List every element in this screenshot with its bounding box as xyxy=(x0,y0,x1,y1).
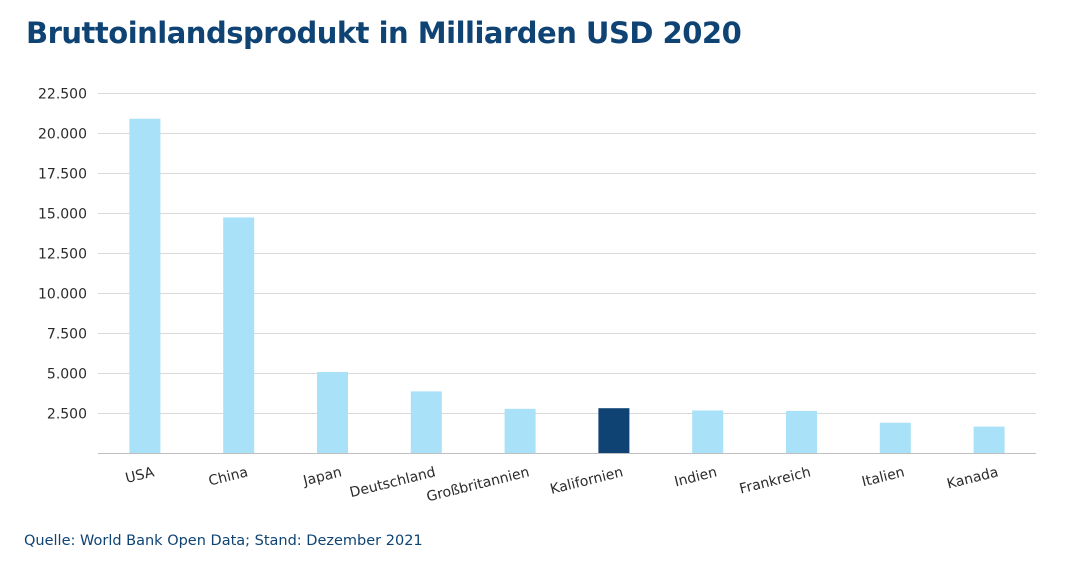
gridlines xyxy=(98,93,1036,414)
x-tick-label: Italien xyxy=(860,464,906,490)
x-tick-label: Kalifornien xyxy=(549,464,625,498)
bar xyxy=(692,410,724,453)
x-tick-label: Frankreich xyxy=(738,464,813,497)
x-tick-label: Japan xyxy=(301,464,344,489)
bars xyxy=(129,118,1005,453)
source-note: Quelle: World Bank Open Data; Stand: Dez… xyxy=(24,533,423,549)
y-tick-label: 20.000 xyxy=(38,127,87,143)
bar xyxy=(973,426,1005,453)
y-tick-label: 15.000 xyxy=(38,207,87,223)
x-tick-label: Indien xyxy=(673,464,719,490)
x-tick-label: Großbritannien xyxy=(425,464,531,505)
bar xyxy=(223,217,255,453)
x-tick-label: Deutschland xyxy=(348,464,437,501)
y-tick-label: 2.500 xyxy=(47,407,87,423)
x-tick-label: Kanada xyxy=(945,464,1000,492)
y-tick-label: 22.500 xyxy=(38,87,87,103)
y-axis-ticks: 2.500 5.000 7.500 10.000 12.500 15.000 17.500 2… xyxy=(38,87,87,423)
x-tick-label: USA xyxy=(124,464,156,487)
bar xyxy=(598,408,630,453)
y-tick-label: 12.500 xyxy=(38,247,87,263)
bar xyxy=(879,422,911,453)
bar xyxy=(504,408,536,453)
y-tick-label: 7.500 xyxy=(47,327,87,343)
y-tick-label: 17.500 xyxy=(38,167,87,183)
y-tick-label: 10.000 xyxy=(38,287,87,303)
bar xyxy=(410,391,442,453)
y-tick-label: 5.000 xyxy=(47,367,87,383)
chart-title: Bruttoinlandsprodukt in Milliarden USD 2… xyxy=(26,16,742,50)
bar xyxy=(317,372,348,453)
x-tick-label: China xyxy=(207,464,250,489)
bar xyxy=(786,410,817,453)
bar xyxy=(129,118,161,453)
